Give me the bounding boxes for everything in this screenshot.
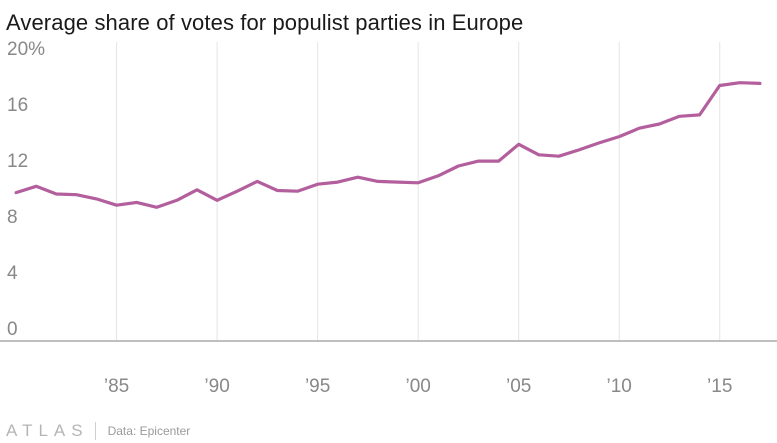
atlas-logo: ATLAS [6, 421, 89, 440]
x-tick-label: ’05 [506, 376, 531, 397]
y-tick-label: 0 [7, 319, 18, 340]
y-tick-label: 16 [7, 95, 28, 116]
series-layer [14, 81, 762, 209]
x-tick-label: ’90 [204, 376, 229, 397]
x-axis-ticks: ’85 ’90 ’95 ’00 ’05 ’10 ’15 [104, 376, 733, 397]
y-axis-ticks: 0 4 8 12 16 20% [7, 39, 45, 340]
footer: ATLAS Data: Epicenter [6, 421, 190, 441]
gridlines [0, 42, 777, 342]
source-note: Data: Epicenter [107, 424, 191, 438]
x-tick-label: ’15 [707, 376, 732, 397]
line-chart: 0 4 8 12 16 20% ’85 ’90 ’95 ’00 ’05 ’10 ’15 [0, 39, 777, 397]
x-tick-label: ’10 [607, 376, 632, 397]
series-line [14, 81, 762, 209]
x-tick-label: ’00 [405, 376, 430, 397]
y-tick-label: 4 [7, 263, 18, 284]
chart-title: Average share of votes for populist part… [6, 10, 524, 35]
y-tick-label: 8 [7, 207, 18, 228]
y-tick-label: 20% [7, 39, 45, 60]
footer-divider [94, 422, 96, 440]
x-tick-label: ’95 [305, 376, 330, 397]
x-tick-label: ’85 [104, 376, 129, 397]
y-tick-label: 12 [7, 151, 28, 172]
